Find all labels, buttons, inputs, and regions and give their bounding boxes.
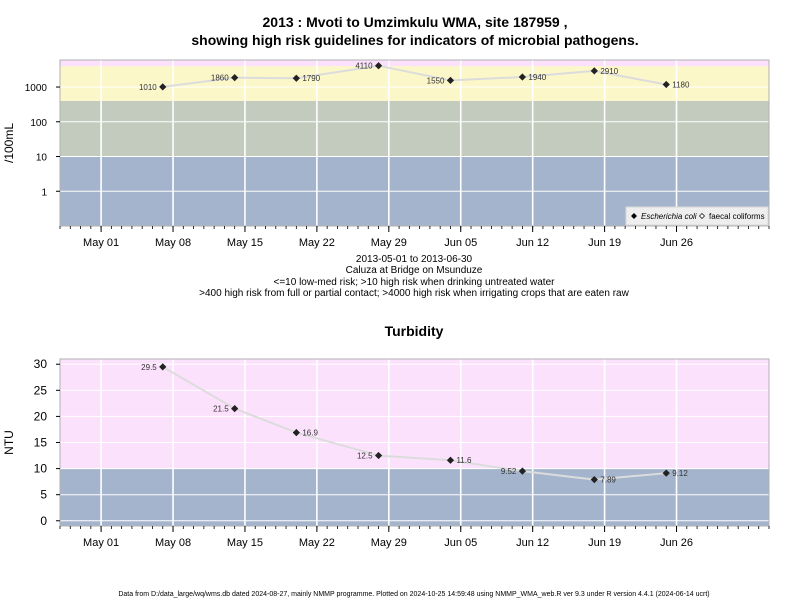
x-tick-label-4: May 22 <box>299 237 335 249</box>
data-point-7 <box>590 67 598 75</box>
data-label-2: 1860 <box>211 74 229 83</box>
data-point-2 <box>231 74 239 82</box>
data-point-1 <box>159 363 167 371</box>
data-label-4: 4110 <box>355 62 373 71</box>
data-point-2 <box>231 404 239 413</box>
series-line-1 <box>162 64 667 88</box>
y-tick-label-2: 5 <box>40 488 47 502</box>
data-point-3 <box>292 428 300 437</box>
legend-label-2: faecal coliforms <box>709 212 765 221</box>
page-title-line2: showing high risk guidelines for indicat… <box>191 32 638 48</box>
risk-band-1 <box>60 468 769 526</box>
data-label-7: 2910 <box>600 67 618 76</box>
series-line-1 <box>162 365 667 481</box>
y-tick-label-2: 10 <box>36 153 48 164</box>
y-tick-label-3: 100 <box>30 118 47 129</box>
x-tick-label-8: Jun 19 <box>588 237 621 249</box>
data-label-5: 11.6 <box>456 456 472 465</box>
x-tick-label-3: May 15 <box>227 237 263 249</box>
x-tick-label-7: Jun 12 <box>516 537 549 549</box>
x-tick-label-9: Jun 26 <box>660 537 693 549</box>
data-label-3: 1790 <box>302 74 320 83</box>
x-tick-label-8: Jun 19 <box>588 537 621 549</box>
legend-label-1: Escherichia coli <box>641 212 697 221</box>
x-tick-label-7: Jun 12 <box>516 237 549 249</box>
y-tick-label-3: 10 <box>34 462 48 476</box>
y-tick-label-1: 1 <box>41 187 47 198</box>
x-tick-label-5: May 29 <box>371 237 407 249</box>
data-point-5 <box>446 456 455 464</box>
data-point-3 <box>292 74 300 82</box>
y-tick-label-1: 0 <box>40 514 47 528</box>
page-title-line1: 2013 : Mvoti to Umzimkulu WMA, site 1879… <box>263 14 568 30</box>
data-point-6 <box>518 467 527 475</box>
guideline-drinking-label: <=10 low-med risk; >10 high risk when dr… <box>274 277 556 288</box>
data-label-1: 1010 <box>139 83 157 92</box>
y-tick-label-6: 25 <box>34 383 48 397</box>
x-tick-label-9: Jun 26 <box>660 237 693 249</box>
x-tick-label-2: May 08 <box>155 237 191 249</box>
data-point-5 <box>446 76 455 85</box>
data-label-7: 7.89 <box>600 476 616 485</box>
x-tick-label-1: May 01 <box>83 537 119 549</box>
site-name-label: Caluza at Bridge on Msunduze <box>346 265 483 276</box>
data-point-6 <box>518 73 527 81</box>
legend-box <box>625 206 769 226</box>
x-tick-label-6: Jun 05 <box>444 537 477 549</box>
microbial-chart: 1 10 100 1000 May 01 May 08 May 15 May 22 May 29… <box>2 59 770 249</box>
risk-band-2 <box>60 100 769 157</box>
data-point-1 <box>159 83 167 91</box>
y-axis-label: /100mL <box>2 123 16 163</box>
x-tick-label-6: Jun 05 <box>444 237 477 249</box>
data-point-4 <box>374 451 383 460</box>
legend-marker-1 <box>631 213 637 219</box>
x-tick-label-2: May 08 <box>155 537 191 549</box>
data-label-8: 1180 <box>672 81 690 90</box>
risk-band-4 <box>60 60 769 67</box>
data-label-3: 16.9 <box>302 429 318 438</box>
legend-marker-2 <box>699 213 705 219</box>
data-label-5: 1550 <box>427 76 445 85</box>
x-tick-label-3: May 15 <box>227 537 263 549</box>
y-tick-label-5: 20 <box>34 409 48 423</box>
data-point-7 <box>590 475 598 484</box>
turbidity-chart-title: Turbidity <box>385 323 444 339</box>
x-tick-label-1: May 01 <box>83 237 119 249</box>
turbidity-chart: 0 5 10 15 20 25 30 May 01 May 08 May 15 May 22 May … <box>2 357 770 549</box>
data-label-4: 12.5 <box>357 452 373 461</box>
x-tick-label-4: May 22 <box>299 537 335 549</box>
date-range-label: 2013-05-01 to 2013-06-30 <box>356 254 473 265</box>
risk-band-3 <box>60 66 769 101</box>
data-label-6: 9.52 <box>501 467 517 476</box>
footer-note: Data from D:/data_large/wq/wms.db dated … <box>118 591 709 598</box>
x-tick-label-5: May 29 <box>371 537 407 549</box>
y-tick-label-7: 30 <box>34 357 48 371</box>
y-axis-label: NTU <box>2 430 16 455</box>
data-label-8: 9.12 <box>672 469 688 478</box>
y-tick-label-4: 15 <box>34 436 48 450</box>
risk-band-2 <box>60 359 769 469</box>
data-label-1: 29.5 <box>141 363 157 372</box>
y-tick-label-4: 1000 <box>25 83 48 94</box>
data-point-8 <box>662 469 670 477</box>
data-label-2: 21.5 <box>213 405 229 414</box>
data-point-8 <box>662 80 670 89</box>
guideline-contact-label: >400 high risk from full or partial cont… <box>199 288 629 299</box>
data-label-6: 1940 <box>528 73 546 82</box>
data-point-4 <box>374 62 383 70</box>
plot-border <box>59 59 770 227</box>
